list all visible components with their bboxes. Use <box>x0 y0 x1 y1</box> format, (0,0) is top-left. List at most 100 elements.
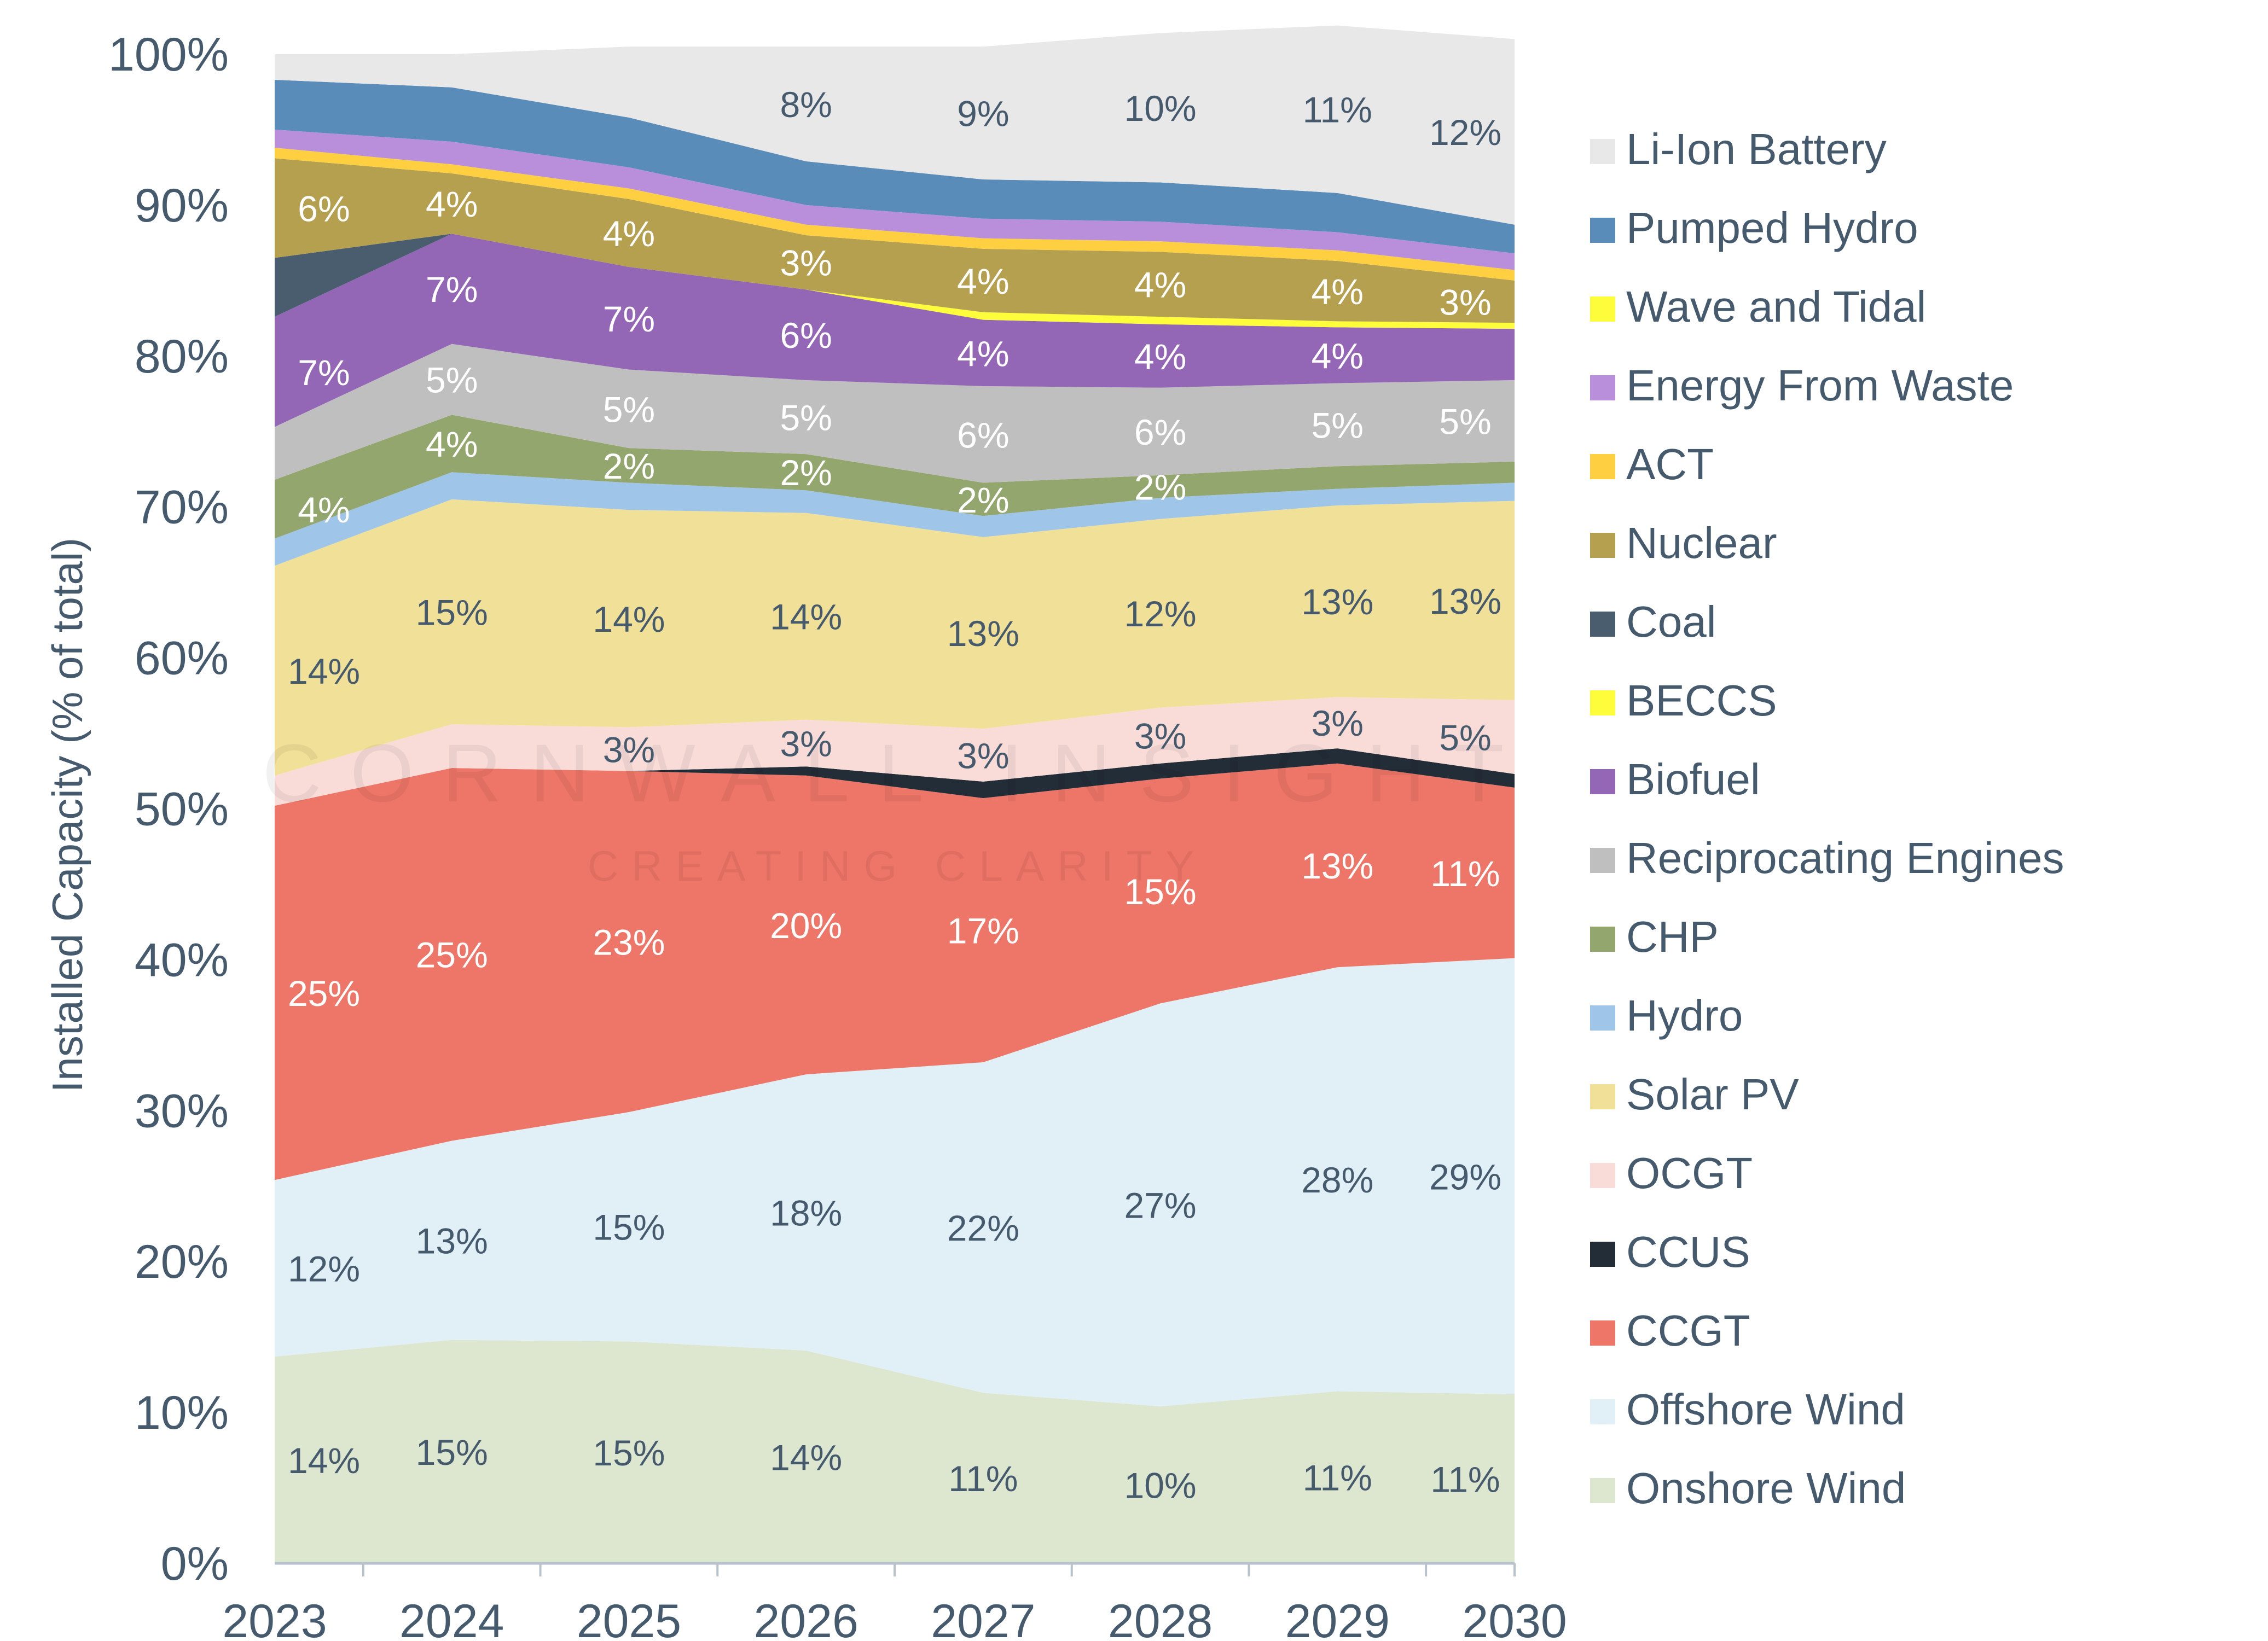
data-label-nuclear-2030: 3% <box>1439 282 1491 322</box>
data-label-chp-2028: 2% <box>1134 467 1186 507</box>
data-label-offshore-wind-2029: 28% <box>1301 1160 1373 1200</box>
data-label-ocgt-2029: 3% <box>1312 703 1364 743</box>
data-label-chp-2026: 2% <box>780 452 832 493</box>
data-label-onshore-wind-2029: 11% <box>1303 1458 1372 1498</box>
legend-item-solar-pv: Solar PV <box>1590 1070 1799 1119</box>
y-tick-label-60: 60% <box>135 632 229 685</box>
data-label-onshore-wind-2024: 15% <box>416 1432 488 1473</box>
legend-item-nuclear: Nuclear <box>1590 519 1777 567</box>
y-tick-label-80: 80% <box>135 330 229 383</box>
data-label-solar-pv-2028: 12% <box>1124 593 1197 634</box>
area-nuclear <box>275 158 1515 323</box>
area-ccgt <box>275 763 1515 1180</box>
y-tick-label-70: 70% <box>135 481 229 534</box>
data-label-ccgt-2026: 20% <box>770 905 842 946</box>
data-label-offshore-wind-2024: 13% <box>416 1221 488 1261</box>
area-offshore-wind <box>275 958 1515 1407</box>
data-label-ocgt-2027: 3% <box>957 736 1009 776</box>
y-tick-label-100: 100% <box>108 28 229 81</box>
data-label-li-ion-battery-2029: 11% <box>1303 90 1372 130</box>
area-onshore-wind <box>275 1340 1515 1563</box>
data-label-reciprocating-engines-2024: 5% <box>426 360 478 400</box>
legend-swatch <box>1590 533 1615 558</box>
data-label-ccgt-2024: 25% <box>416 935 488 975</box>
data-label-solar-pv-2023: 14% <box>288 651 360 691</box>
legend-swatch <box>1590 848 1615 873</box>
legend-label: Solar PV <box>1626 1070 1799 1119</box>
data-label-offshore-wind-2026: 18% <box>770 1193 842 1233</box>
legend-item-pumped-hydro: Pumped Hydro <box>1590 203 1918 252</box>
data-label-ocgt-2028: 3% <box>1134 716 1186 757</box>
legend-item-ccus: CCUS <box>1590 1227 1750 1276</box>
data-label-offshore-wind-2030: 29% <box>1429 1156 1501 1197</box>
x-tick-label-2025: 2025 <box>577 1595 681 1641</box>
data-label-ccgt-2027: 17% <box>947 911 1019 951</box>
y-tick-label-0: 0% <box>161 1538 229 1590</box>
area-biofuel <box>275 234 1515 427</box>
data-label-onshore-wind-2027: 11% <box>948 1458 1018 1499</box>
data-label-onshore-wind-2025: 15% <box>593 1433 665 1473</box>
legend-item-biofuel: Biofuel <box>1590 755 1760 804</box>
x-tick-label-2029: 2029 <box>1285 1595 1390 1641</box>
data-label-nuclear-2024: 4% <box>426 184 478 224</box>
legend-item-onshore-wind: Onshore Wind <box>1590 1464 1906 1512</box>
data-label-ccgt-2030: 11% <box>1430 853 1500 894</box>
data-label-nuclear-2026: 3% <box>780 243 832 283</box>
data-label-chp-2025: 2% <box>603 446 655 486</box>
data-label-reciprocating-engines-2028: 6% <box>1134 412 1186 452</box>
axes: 2023 2024 2025 2026 2027 2028 2029 2030 0% 10% 20… <box>43 28 1567 1641</box>
legend-label: Energy From Waste <box>1626 361 2014 410</box>
data-label-solar-pv-2024: 15% <box>416 592 488 632</box>
legend-item-reciprocating-engines: Reciprocating Engines <box>1590 834 2064 882</box>
legend-item-offshore-wind: Offshore Wind <box>1590 1385 1905 1434</box>
data-label-ocgt-2026: 3% <box>780 723 832 764</box>
legend-item-hydro: Hydro <box>1590 991 1743 1040</box>
y-tick-label-30: 30% <box>135 1085 229 1137</box>
legend-item-act: ACT <box>1590 440 1714 488</box>
data-label-solar-pv-2025: 14% <box>593 599 665 639</box>
data-label-nuclear-2027: 4% <box>957 261 1009 301</box>
legend-swatch <box>1590 1084 1615 1109</box>
x-tick-label-2027: 2027 <box>931 1595 1035 1641</box>
legend-swatch <box>1590 1005 1615 1031</box>
data-label-li-ion-battery-2027: 9% <box>957 94 1009 134</box>
data-label-ccgt-2023: 25% <box>288 973 360 1014</box>
data-label-onshore-wind-2023: 14% <box>288 1440 360 1481</box>
data-label-layer: 14% 15% 15% 14% 11% 10% 11% 11% 12% 13% 15% 18% 22% 2… <box>288 84 1501 1505</box>
data-label-offshore-wind-2028: 27% <box>1124 1185 1197 1226</box>
data-label-li-ion-battery-2030: 12% <box>1429 112 1501 153</box>
legend-label: CCUS <box>1626 1227 1750 1276</box>
legend-swatch <box>1590 612 1615 637</box>
data-label-solar-pv-2026: 14% <box>770 597 842 637</box>
area-hydro <box>275 472 1515 566</box>
data-label-nuclear-2023: 6% <box>298 188 350 229</box>
legend-label: Offshore Wind <box>1626 1385 1905 1434</box>
legend-label: Li-Ion Battery <box>1626 125 1887 173</box>
y-axis-ticks: 0% 10% 20% 30% 40% 50% 60% 70% 80% 90% 100% <box>108 28 229 1590</box>
x-tick-label-2023: 2023 <box>222 1595 327 1641</box>
data-label-reciprocating-engines-2026: 5% <box>780 398 832 438</box>
data-label-biofuel-2029: 4% <box>1312 335 1364 376</box>
data-label-reciprocating-engines-2027: 6% <box>957 415 1009 455</box>
data-label-biofuel-2028: 4% <box>1134 336 1186 377</box>
area-pumped-hydro <box>275 79 1515 254</box>
legend-swatch <box>1590 690 1615 715</box>
data-label-reciprocating-engines-2029: 5% <box>1312 405 1364 445</box>
legend: Li-Ion Battery Pumped Hydro Wave and Tidal… <box>1590 125 2064 1512</box>
data-label-ocgt-2030: 5% <box>1439 717 1491 758</box>
legend-label: Wave and Tidal <box>1626 282 1926 331</box>
legend-label: CHP <box>1626 912 1719 961</box>
data-label-offshore-wind-2027: 22% <box>947 1208 1019 1248</box>
y-tick-label-20: 20% <box>135 1236 229 1288</box>
area-reciprocating-engines <box>275 344 1515 483</box>
legend-swatch <box>1590 927 1615 952</box>
watermark: CORNWALL INSIGHT CREATING CLARITY <box>262 727 1504 890</box>
x-tick-label-2030: 2030 <box>1462 1595 1567 1641</box>
x-tick-label-2024: 2024 <box>399 1595 504 1641</box>
data-label-chp-2027: 2% <box>957 480 1009 520</box>
data-label-onshore-wind-2030: 11% <box>1430 1459 1500 1499</box>
legend-swatch <box>1590 296 1615 322</box>
legend-swatch <box>1590 139 1615 164</box>
data-label-onshore-wind-2028: 10% <box>1124 1465 1197 1506</box>
